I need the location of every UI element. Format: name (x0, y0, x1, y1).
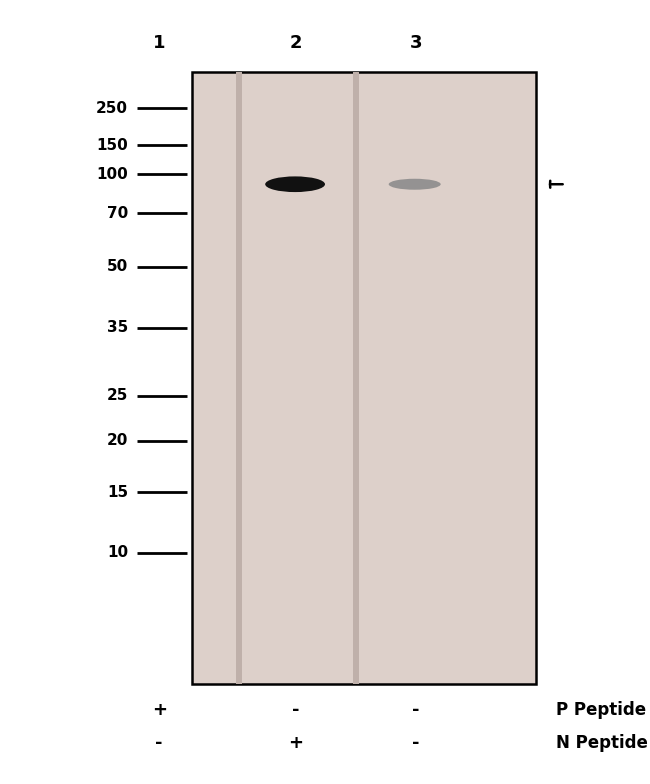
Text: 70: 70 (107, 205, 128, 221)
Text: P Peptide: P Peptide (556, 701, 646, 718)
Ellipse shape (265, 176, 325, 192)
Text: -: - (155, 735, 163, 752)
Text: N Peptide: N Peptide (556, 735, 647, 752)
Ellipse shape (389, 179, 441, 190)
Text: -: - (292, 701, 300, 718)
Text: 20: 20 (107, 433, 128, 448)
Text: 2: 2 (289, 34, 302, 52)
Text: -: - (412, 701, 420, 718)
Text: 100: 100 (96, 166, 128, 182)
Text: -: - (412, 735, 420, 752)
Text: 15: 15 (107, 485, 128, 500)
Text: +: + (288, 735, 304, 752)
Text: 150: 150 (96, 137, 128, 153)
Text: 3: 3 (410, 34, 422, 52)
Text: 25: 25 (107, 388, 128, 404)
Text: 250: 250 (96, 100, 128, 116)
Text: +: + (151, 701, 167, 718)
Bar (236, 72, 242, 684)
Text: 35: 35 (107, 320, 128, 336)
Text: 10: 10 (107, 545, 128, 561)
Text: 50: 50 (107, 259, 128, 274)
Bar (192, 72, 536, 684)
Text: 1: 1 (153, 34, 166, 52)
Bar (353, 72, 359, 684)
